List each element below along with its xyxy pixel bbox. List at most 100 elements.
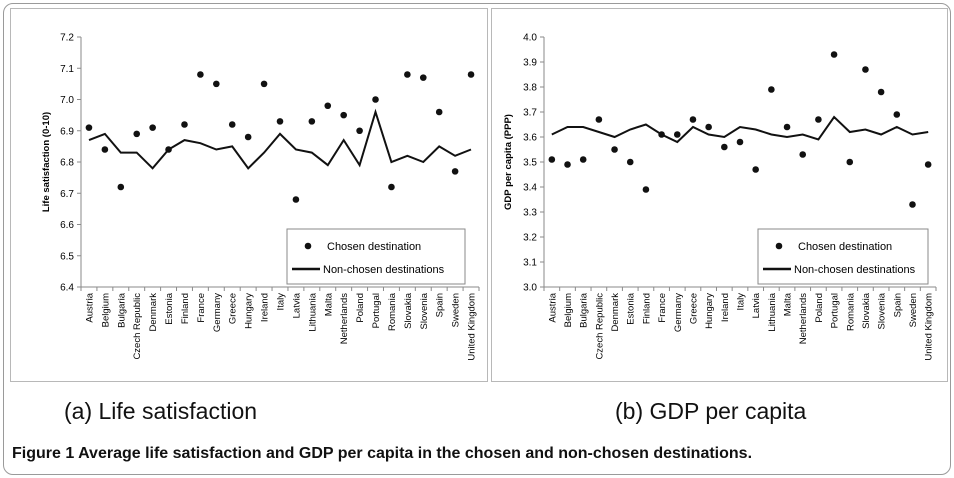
x-tick-label: Estonia — [626, 292, 637, 324]
data-point-chosen-destination — [783, 123, 791, 131]
data-point-chosen-destination — [197, 71, 204, 78]
x-tick-label: Ireland — [260, 293, 271, 322]
data-point-chosen-destination — [752, 166, 759, 173]
x-tick-label: Poland — [814, 293, 825, 323]
x-tick-label: Spain — [435, 293, 446, 317]
y-tick-label: 3.6 — [523, 133, 537, 144]
legend-label-non-chosen-destinations: Non-chosen destinations — [323, 264, 445, 276]
data-point-chosen-destination — [595, 116, 603, 123]
x-tick-label: Denmark — [610, 293, 621, 332]
series-line-non-chosen-destinations — [88, 108, 472, 170]
x-tick-label: Latvia — [751, 292, 762, 318]
x-tick-label: Italy — [276, 293, 287, 311]
figure-caption: Figure 1 Average life satisfaction and G… — [12, 445, 753, 462]
y-axis-title: Life satisfaction (0-10) — [41, 112, 52, 212]
x-tick-label: United Kingdom — [467, 293, 478, 361]
x-tick-label: Netherlands — [339, 293, 350, 344]
y-tick-label: 3.2 — [523, 233, 537, 244]
data-point-chosen-destination — [768, 86, 775, 93]
data-point-chosen-destination — [372, 96, 379, 103]
x-tick-label: Sweden — [451, 293, 462, 327]
x-tick-label: Lithuania — [767, 292, 778, 331]
x-tick-label: Ireland — [720, 293, 731, 322]
x-tick-label: Belgium — [100, 293, 111, 327]
data-point-chosen-destination — [815, 116, 822, 123]
x-tick-label: Lithuania — [307, 292, 318, 331]
data-point-chosen-destination — [181, 121, 188, 128]
y-tick-label: 6.9 — [60, 126, 74, 137]
data-point-chosen-destination — [451, 168, 459, 175]
legend-marker-chosen-destination — [304, 242, 312, 250]
data-point-chosen-destination — [548, 156, 556, 163]
x-tick-label: Estonia — [164, 292, 175, 324]
x-tick-label: Belgium — [563, 293, 574, 327]
data-point-chosen-destination — [292, 196, 300, 203]
data-point-chosen-destination — [133, 130, 141, 138]
x-tick-label: Czech Republic — [132, 293, 143, 360]
y-tick-label: 3.1 — [523, 258, 537, 269]
data-point-chosen-destination — [165, 146, 172, 153]
data-point-chosen-destination — [276, 118, 284, 125]
y-tick-label: 7.1 — [60, 64, 74, 75]
x-tick-label: Finland — [180, 293, 191, 324]
subcaption-gdp-per-capita: (b) GDP per capita — [615, 398, 807, 424]
x-tick-label: Germany — [212, 293, 223, 332]
life-satisfaction-chart: 6.4 6.5 6.6 6.7 6.8 6.9 7.0 7.1 7.2 Austria Belgiu… — [10, 8, 488, 382]
data-point-chosen-destination — [228, 121, 236, 128]
data-point-chosen-destination — [799, 151, 807, 158]
data-point-chosen-destination — [149, 124, 156, 131]
data-point-chosen-destination — [721, 143, 728, 151]
data-point-chosen-destination — [340, 111, 347, 119]
data-point-chosen-destination — [356, 127, 363, 135]
x-tick-label: Hungary — [704, 293, 715, 329]
y-tick-label: 6.7 — [60, 189, 74, 200]
data-point-chosen-destination — [877, 88, 885, 96]
x-tick-label: United Kingdom — [924, 293, 935, 361]
series-line-non-chosen-destinations — [551, 115, 929, 144]
y-tick-label: 3.0 — [523, 283, 537, 294]
y-tick-label: 7.0 — [60, 95, 74, 106]
data-point-chosen-destination — [101, 146, 109, 153]
data-point-chosen-destination — [244, 133, 252, 141]
x-tick-label: Romania — [387, 292, 398, 331]
y-axis-title: GDP per capita (PPP) — [503, 114, 514, 210]
x-tick-label: Latvia — [291, 292, 302, 318]
data-point-chosen-destination — [924, 161, 932, 168]
y-tick-label: 3.3 — [523, 208, 537, 219]
data-point-chosen-destination — [862, 66, 869, 73]
x-tick-label: Hungary — [244, 293, 255, 329]
data-point-chosen-destination — [213, 80, 220, 88]
legend-box — [286, 228, 466, 285]
x-tick-label: Austria — [547, 292, 558, 322]
data-point-chosen-destination — [611, 146, 618, 153]
data-point-chosen-destination — [324, 102, 332, 110]
y-tick-label: 3.8 — [523, 83, 537, 94]
data-point-chosen-destination — [260, 80, 268, 88]
x-tick-label: Italy — [736, 293, 747, 311]
x-tick-label: Portugal — [830, 293, 841, 328]
y-tick-label: 7.2 — [60, 33, 74, 44]
x-tick-label: Austria — [84, 292, 95, 322]
x-tick-label: Greece — [688, 293, 699, 324]
y-tick-label: 6.6 — [60, 220, 74, 231]
x-tick-label: Malta — [783, 292, 794, 316]
data-point-chosen-destination — [388, 183, 395, 191]
data-point-chosen-destination — [673, 131, 681, 138]
x-tick-label: Denmark — [148, 293, 159, 332]
data-point-chosen-destination — [308, 118, 316, 125]
data-point-chosen-destination — [658, 131, 665, 138]
x-tick-label: France — [196, 293, 207, 323]
data-point-chosen-destination — [579, 156, 587, 163]
data-point-chosen-destination — [85, 124, 93, 131]
x-tick-label: Poland — [355, 293, 366, 323]
x-tick-label: Slovakia — [861, 292, 872, 329]
data-point-chosen-destination — [467, 71, 475, 78]
x-tick-label: Sweden — [908, 293, 919, 327]
gdp-per-capita-plot: 3.0 3.1 3.2 3.3 3.4 3.5 3.6 3.7 3.8 3.9 4.0 Austria… — [503, 33, 937, 361]
data-point-chosen-destination — [689, 116, 697, 123]
x-tick-label: Portugal — [371, 293, 382, 328]
data-point-chosen-destination — [909, 201, 916, 208]
gdp-per-capita-chart: 3.0 3.1 3.2 3.3 3.4 3.5 3.6 3.7 3.8 3.9 4.0 Austria… — [491, 8, 948, 382]
legend-label-non-chosen-destinations: Non-chosen destinations — [794, 264, 916, 276]
x-tick-label: France — [657, 293, 668, 323]
